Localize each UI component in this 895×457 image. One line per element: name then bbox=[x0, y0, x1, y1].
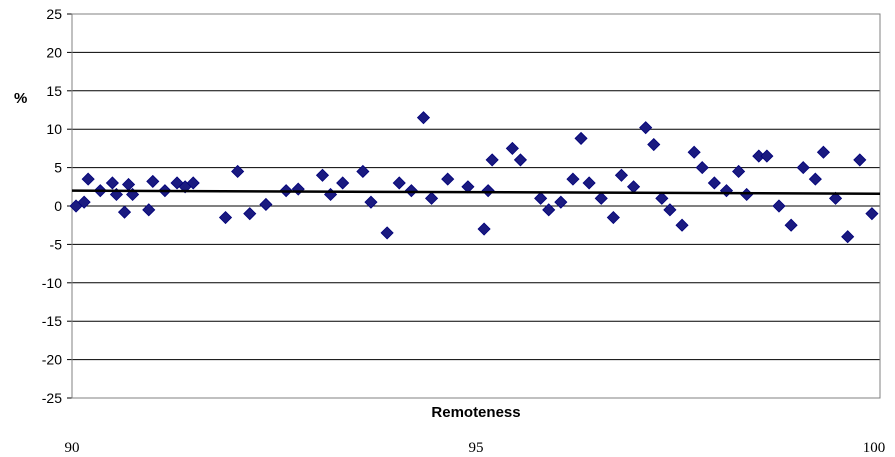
data-point bbox=[218, 210, 233, 225]
data-point bbox=[655, 191, 669, 205]
x-tick-labels: 90 95 100 bbox=[65, 440, 886, 456]
data-point bbox=[117, 205, 132, 219]
data-point bbox=[380, 226, 394, 240]
data-point bbox=[816, 145, 831, 159]
data-point bbox=[796, 161, 810, 175]
trend-line bbox=[71, 189, 881, 195]
data-point bbox=[534, 191, 548, 205]
data-point bbox=[231, 164, 245, 179]
x-tick-label: 90 bbox=[65, 440, 80, 456]
data-point bbox=[513, 153, 528, 167]
data-point bbox=[707, 176, 721, 190]
y-axis-title: % bbox=[14, 90, 27, 107]
y-tick-label: 15 bbox=[46, 83, 62, 99]
data-point bbox=[566, 172, 580, 186]
data-point bbox=[740, 187, 754, 202]
data-point bbox=[606, 210, 620, 225]
data-point bbox=[243, 207, 257, 221]
data-point bbox=[424, 191, 439, 205]
data-point bbox=[719, 184, 734, 198]
data-point bbox=[647, 137, 661, 152]
data-point bbox=[77, 195, 91, 209]
data-point bbox=[663, 203, 677, 217]
data-point bbox=[481, 184, 495, 198]
data-point bbox=[772, 199, 786, 213]
y-tick-label: -25 bbox=[42, 390, 62, 406]
data-point bbox=[364, 195, 378, 209]
data-point bbox=[760, 149, 774, 163]
data-point bbox=[146, 174, 160, 188]
data-point bbox=[81, 172, 95, 186]
data-point bbox=[356, 164, 370, 179]
data-point bbox=[505, 141, 519, 155]
data-point bbox=[695, 161, 709, 175]
data-point bbox=[675, 218, 689, 232]
data-point bbox=[441, 172, 455, 186]
data-point bbox=[105, 176, 119, 190]
data-point bbox=[828, 191, 843, 205]
data-point bbox=[542, 203, 556, 217]
y-tick-label: 5 bbox=[54, 160, 62, 176]
data-point bbox=[639, 121, 653, 135]
x-tick-label: 100 bbox=[863, 440, 886, 456]
data-point bbox=[614, 168, 629, 182]
x-tick-label: 95 bbox=[469, 440, 484, 456]
data-point bbox=[477, 222, 491, 236]
data-point bbox=[259, 197, 273, 212]
data-point bbox=[841, 230, 855, 244]
y-tick-label: -5 bbox=[50, 236, 63, 252]
y-tick-labels: 25 20 15 10 5 0 -5 -10 -15 -20 -25 bbox=[42, 6, 62, 406]
data-point bbox=[865, 207, 879, 221]
y-tick-label: 20 bbox=[46, 44, 62, 60]
data-point bbox=[416, 111, 431, 125]
data-point bbox=[142, 203, 156, 217]
data-point bbox=[315, 168, 330, 182]
y-tick-label: -20 bbox=[42, 352, 62, 368]
y-tick-label: 0 bbox=[54, 198, 62, 214]
y-tick-label: 10 bbox=[46, 121, 62, 137]
data-point bbox=[291, 182, 305, 196]
y-tick-label: -10 bbox=[42, 275, 62, 291]
data-point bbox=[392, 176, 406, 190]
data-point bbox=[323, 187, 338, 202]
data-point bbox=[853, 153, 867, 167]
data-point bbox=[784, 218, 798, 232]
x-axis-title: Remoteness bbox=[431, 404, 520, 421]
data-point bbox=[687, 145, 701, 159]
data-point bbox=[582, 176, 596, 190]
data-point bbox=[336, 176, 350, 190]
y-tick-label: -15 bbox=[42, 313, 62, 329]
data-point bbox=[186, 176, 200, 190]
data-point bbox=[732, 164, 746, 179]
gridlines bbox=[67, 13, 880, 399]
data-point bbox=[594, 191, 608, 205]
data-point bbox=[554, 195, 568, 209]
data-point bbox=[808, 172, 822, 186]
data-point bbox=[485, 153, 499, 167]
data-point bbox=[574, 131, 588, 145]
data-point bbox=[404, 184, 418, 198]
y-tick-label: 25 bbox=[46, 6, 62, 22]
data-point bbox=[626, 180, 641, 194]
data-points bbox=[69, 111, 879, 244]
